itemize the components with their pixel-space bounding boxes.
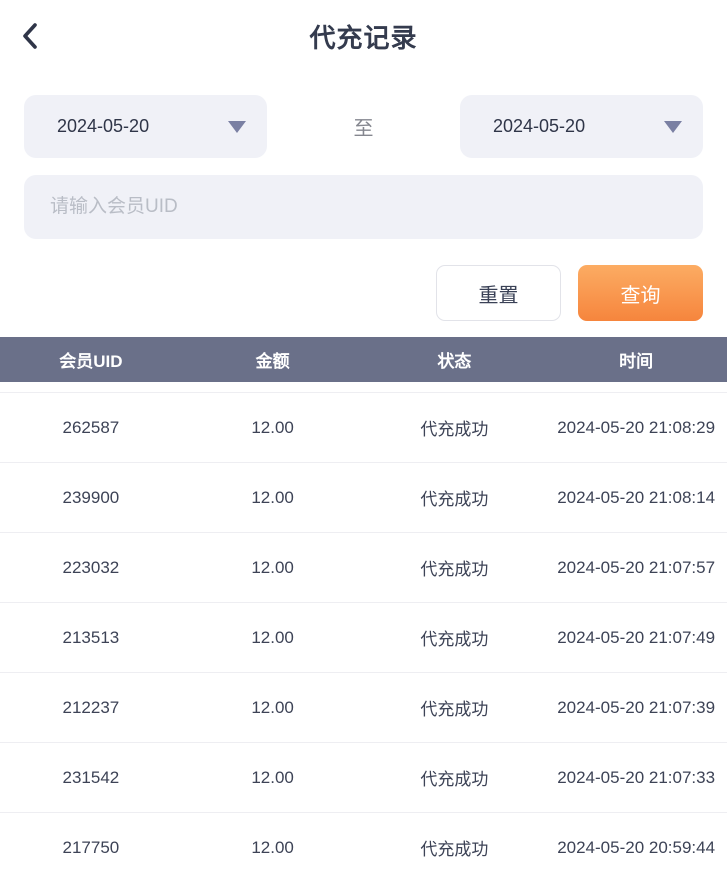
table-cell: 12.00 [251,557,294,577]
column-header-amount: 金额 [255,352,290,371]
query-button[interactable]: 查询 [578,265,703,321]
table-cell: 223032 [62,557,120,577]
table-cell: 12.00 [251,417,294,437]
table-cell: 231542 [62,767,120,787]
table-cell: 212237 [62,697,120,717]
date-range-row: 2024-05-20 至 2024-05-20 [24,95,703,158]
date-from-value: 2024-05-20 [57,116,150,136]
table-row: 213513 12.00 代充成功 2024-05-20 21:07:49 [0,602,727,672]
reset-button[interactable]: 重置 [436,265,561,321]
date-to-select[interactable]: 2024-05-20 [460,95,703,158]
triangle-down-icon [664,120,682,133]
table-cell: 2024-05-20 21:07:49 [557,627,716,647]
column-header-status: 状态 [437,352,472,371]
table-cell: 代充成功 [420,770,489,789]
top-bar: 代充记录 [0,0,727,72]
table-cell: 217750 [62,837,120,857]
table-cell: 代充成功 [420,560,489,579]
table-row: 239900 12.00 代充成功 2024-05-20 21:08:14 [0,462,727,532]
table-cell: 代充成功 [420,630,489,649]
table-cell: 代充成功 [420,420,489,439]
date-to-value: 2024-05-20 [493,116,586,136]
table-cell: 12.00 [251,487,294,507]
table-cell: 代充成功 [420,490,489,509]
table-row: 217750 12.00 代充成功 2024-05-20 20:59:44 [0,812,727,869]
column-header-uid: 会员UID [59,352,123,371]
table-cell: 2024-05-20 20:59:44 [557,837,716,857]
table-row: 212237 12.00 代充成功 2024-05-20 21:07:39 [0,672,727,742]
table-cell: 12.00 [251,627,294,647]
table-cell: 2024-05-20 21:08:14 [557,487,716,507]
date-range-to-label: 至 [353,118,374,140]
triangle-down-icon [228,120,246,133]
chevron-left-icon [19,21,41,51]
table-row: 231542 12.00 代充成功 2024-05-20 21:07:33 [0,742,727,812]
table-cell: 12.00 [251,697,294,717]
table-row: 223032 12.00 代充成功 2024-05-20 21:07:57 [0,532,727,602]
table-cell: 12.00 [251,837,294,857]
table-cell: 2024-05-20 21:07:57 [557,557,716,577]
table-cell: 239900 [62,487,120,507]
table-cell: 代充成功 [420,840,489,859]
page-title: 代充记录 [309,22,418,53]
table-cell: 代充成功 [420,700,489,719]
filter-section: 2024-05-20 至 2024-05-20 重置 查询 [0,95,727,321]
table-header: 会员UID 金额 状态 时间 [0,337,727,382]
table-cell: 262587 [62,417,120,437]
table-cell: 2024-05-20 21:07:33 [557,767,716,787]
column-header-time: 时间 [619,352,654,371]
table-row: 262587 12.00 代充成功 2024-05-20 21:08:29 [0,392,727,462]
table-body: 262587 12.00 代充成功 2024-05-20 21:08:29 239900… [0,382,727,869]
table-cell: 213513 [62,627,120,647]
back-button[interactable] [10,16,50,56]
table-cell: 12.00 [251,767,294,787]
table-cell: 2024-05-20 21:07:39 [557,697,716,717]
records-table: 会员UID 金额 状态 时间 262587 12.00 代充成功 2024-05-20… [0,337,727,869]
table-cell: 2024-05-20 21:08:29 [557,417,716,437]
member-uid-input[interactable] [24,175,703,239]
date-from-select[interactable]: 2024-05-20 [24,95,267,158]
filter-actions: 重置 查询 [24,265,703,321]
